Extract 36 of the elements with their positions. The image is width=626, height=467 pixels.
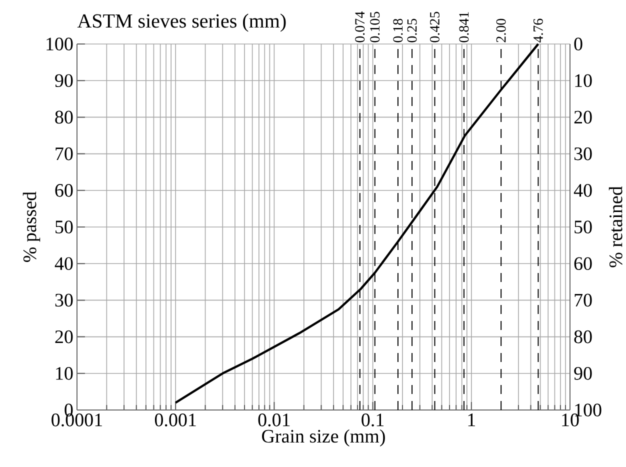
y-tick-label: 40 xyxy=(54,257,73,270)
y2-tick-label: 10 xyxy=(575,74,592,88)
x-tick-label: 0.001 xyxy=(154,414,196,426)
ref-line-label: 0.105 xyxy=(370,12,380,42)
x-tick-label: 1 xyxy=(468,414,476,426)
y2-tick-label: 20 xyxy=(574,110,592,124)
y-tick-label: 70 xyxy=(56,147,73,160)
x-axis-title: Grain size (mm) xyxy=(262,429,385,447)
y2-tick-label: 80 xyxy=(574,330,592,344)
y2-tick-label: 70 xyxy=(574,294,592,307)
y-tick-label: 60 xyxy=(55,184,73,197)
y2-tick-label: 30 xyxy=(574,147,592,160)
y-tick-label: 10 xyxy=(56,367,73,380)
ref-line-label: 0.25 xyxy=(407,18,417,42)
y2-axis-title: % retained xyxy=(608,186,622,268)
y-tick-label: 90 xyxy=(55,74,73,88)
x-tick-label: 0.01 xyxy=(258,414,290,426)
y-tick-label: 30 xyxy=(55,294,73,307)
ref-line-label: 0.074 xyxy=(355,12,365,42)
ref-line-label: 0.841 xyxy=(459,12,469,42)
y2-tick-label: 60 xyxy=(574,257,592,270)
y2-tick-label: 40 xyxy=(574,184,592,197)
y2-tick-label: 50 xyxy=(574,220,592,234)
y-tick-label: 20 xyxy=(55,330,73,344)
ref-line-label: 4.76 xyxy=(533,18,543,43)
y-tick-label: 80 xyxy=(55,110,73,124)
y-tick-label: 50 xyxy=(56,220,73,234)
x-tick-label: 0.1 xyxy=(362,414,384,426)
y2-tick-label: 0 xyxy=(574,38,582,50)
y-axis-title: % passed xyxy=(22,192,40,262)
ref-line-label: 2.00 xyxy=(496,18,506,42)
y2-tick-label: 90 xyxy=(574,367,592,380)
y-tick-label: 100 xyxy=(46,38,73,50)
ref-line-label: 0.425 xyxy=(430,12,440,42)
ref-line-label: 0.18 xyxy=(393,18,403,42)
chart-title: ASTM sieves series (mm) xyxy=(77,14,286,32)
